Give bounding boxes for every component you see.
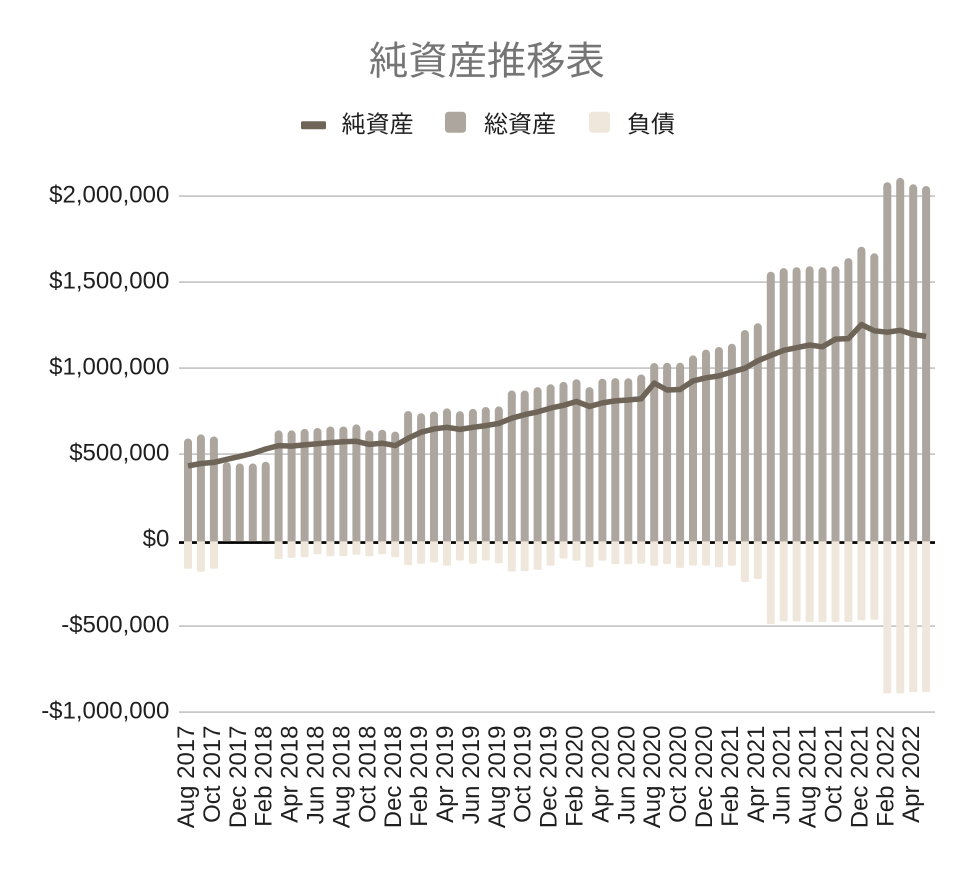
svg-text:-$500,000: -$500,000 [61,611,169,638]
svg-text:-$1,000,000: -$1,000,000 [41,697,169,724]
svg-text:Aug 2017: Aug 2017 [173,726,200,829]
svg-text:Apr 2020: Apr 2020 [587,726,614,823]
svg-text:Feb 2021: Feb 2021 [717,726,744,827]
svg-text:Dec 2020: Dec 2020 [691,726,718,829]
svg-text:Jun 2019: Jun 2019 [458,726,485,825]
svg-text:Feb 2022: Feb 2022 [872,726,899,827]
svg-text:$0: $0 [143,525,170,552]
svg-text:Jun 2020: Jun 2020 [613,726,640,825]
svg-text:$500,000: $500,000 [69,439,169,466]
svg-text:Dec 2017: Dec 2017 [225,726,252,829]
svg-text:Apr 2018: Apr 2018 [277,726,304,823]
svg-text:Oct 2019: Oct 2019 [510,726,537,823]
svg-text:Dec 2018: Dec 2018 [380,726,407,829]
svg-text:Apr 2021: Apr 2021 [743,726,770,823]
svg-text:Aug 2021: Aug 2021 [795,726,822,829]
svg-text:Apr 2022: Apr 2022 [898,726,925,823]
svg-text:Dec 2019: Dec 2019 [536,726,563,829]
svg-text:Jun 2021: Jun 2021 [769,726,796,825]
svg-text:Oct 2021: Oct 2021 [821,726,848,823]
svg-text:Oct 2017: Oct 2017 [199,726,226,823]
svg-text:$1,000,000: $1,000,000 [49,353,169,380]
svg-text:Aug 2020: Aug 2020 [639,726,666,829]
svg-text:Oct 2018: Oct 2018 [354,726,381,823]
svg-text:Oct 2020: Oct 2020 [665,726,692,823]
svg-text:Dec 2021: Dec 2021 [846,726,873,829]
svg-text:$1,500,000: $1,500,000 [49,267,169,294]
svg-text:Feb 2020: Feb 2020 [562,726,589,827]
svg-text:Jun 2018: Jun 2018 [303,726,330,825]
svg-text:Feb 2018: Feb 2018 [251,726,278,827]
svg-text:Aug 2019: Aug 2019 [484,726,511,829]
svg-text:Apr 2019: Apr 2019 [432,726,459,823]
svg-text:Feb 2019: Feb 2019 [406,726,433,827]
svg-text:Aug 2018: Aug 2018 [328,726,355,829]
svg-text:$2,000,000: $2,000,000 [49,181,169,208]
